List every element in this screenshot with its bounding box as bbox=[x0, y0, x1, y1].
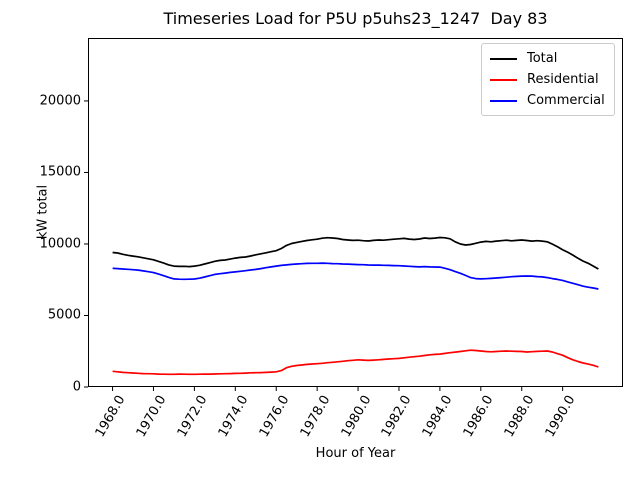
y-tick-label: 5000 bbox=[47, 307, 81, 323]
legend: Total Residential Commercial bbox=[481, 43, 615, 116]
series-line-total bbox=[112, 236, 599, 270]
total-line-sample bbox=[490, 57, 517, 60]
legend-entry-total: Total bbox=[490, 48, 606, 69]
legend-label-commercial: Commercial bbox=[527, 93, 605, 108]
legend-entry-commercial: Commercial bbox=[490, 90, 606, 111]
commercial-line-sample bbox=[490, 99, 517, 102]
y-tick-label: 15000 bbox=[39, 164, 81, 180]
series-line-residential bbox=[112, 349, 599, 376]
legend-label-total: Total bbox=[527, 51, 558, 66]
legend-label-residential: Residential bbox=[527, 72, 599, 87]
y-tick-label: 20000 bbox=[39, 93, 81, 109]
residential-line-sample bbox=[490, 78, 517, 81]
chart-title: Timeseries Load for P5U p5uhs23_1247 Day… bbox=[163, 9, 548, 28]
y-tick-label: 0 bbox=[72, 379, 81, 395]
y-tick-label: 10000 bbox=[39, 236, 81, 252]
y-axis-label: kW total bbox=[35, 184, 51, 240]
legend-entry-residential: Residential bbox=[490, 69, 606, 90]
x-axis-label: Hour of Year bbox=[315, 446, 396, 461]
series-line-commercial bbox=[112, 262, 599, 290]
